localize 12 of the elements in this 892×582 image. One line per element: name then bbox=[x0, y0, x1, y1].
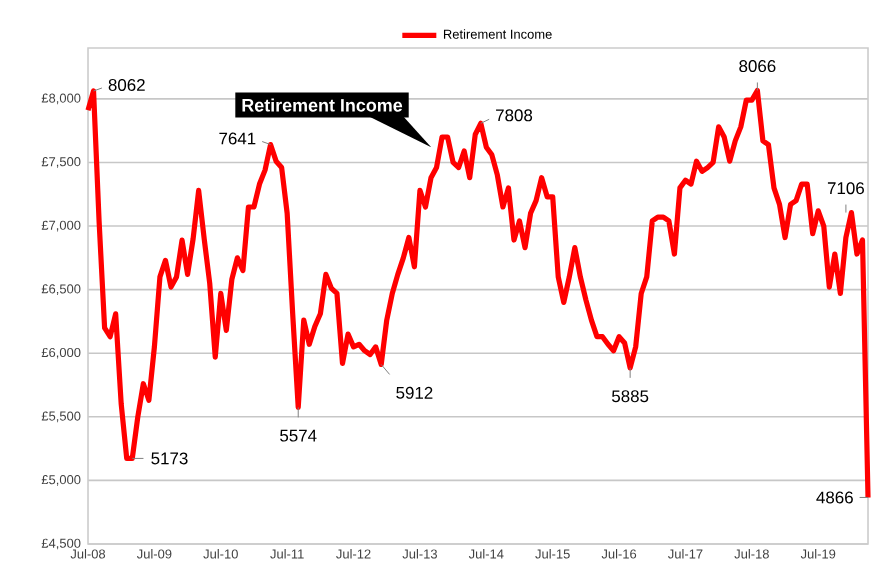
annotation: 7106 bbox=[827, 182, 864, 195]
annotation: 5885 bbox=[611, 390, 649, 403]
annotation: 8066 bbox=[739, 60, 776, 73]
annotation: Retirement Income bbox=[242, 98, 403, 112]
annotation: 5912 bbox=[396, 386, 433, 399]
annotation: 7641 bbox=[219, 132, 256, 145]
line-series bbox=[85, 87, 871, 501]
annotation: 5574 bbox=[280, 429, 317, 442]
annotation: 8062 bbox=[108, 79, 145, 91]
annotation: 5173 bbox=[151, 452, 188, 465]
annotation: 4866 bbox=[816, 491, 853, 504]
annotation: 7808 bbox=[496, 109, 533, 122]
